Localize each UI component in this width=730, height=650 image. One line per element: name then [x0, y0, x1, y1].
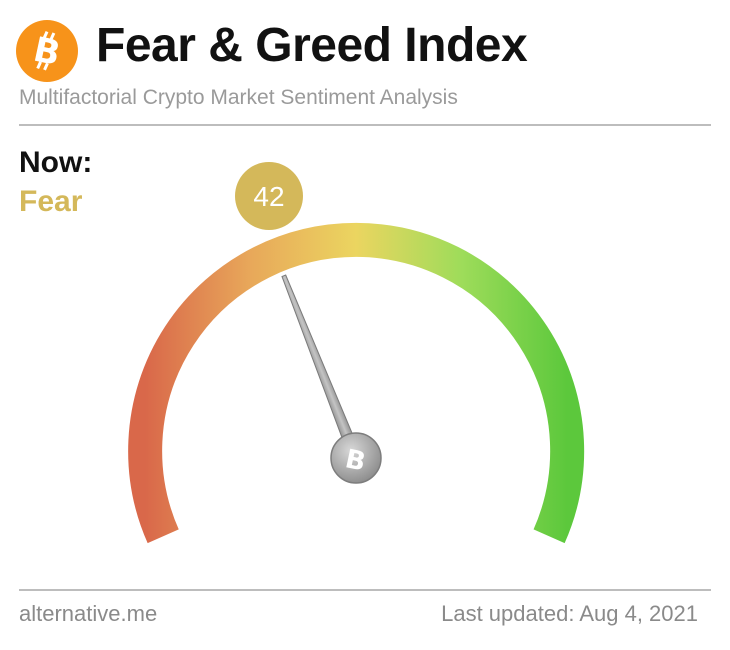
header-divider: [19, 124, 711, 126]
footer-divider: [19, 589, 711, 591]
sentiment-classification: Fear: [19, 185, 83, 218]
bitcoin-logo-icon: B: [16, 20, 78, 82]
page-subtitle: Multifactorial Crypto Market Sentiment A…: [19, 86, 458, 109]
gauge-value-badge: [235, 162, 303, 230]
gauge-hub: B: [330, 432, 382, 484]
gauge-value: 42: [253, 181, 284, 212]
source-link[interactable]: alternative.me: [19, 601, 158, 626]
page-title: Fear & Greed Index: [96, 19, 528, 72]
now-label: Now:: [19, 146, 93, 179]
gauge-arc: [128, 222, 585, 544]
last-updated: Last updated: Aug 4, 2021: [441, 601, 698, 626]
gauge-needle: [281, 274, 363, 461]
